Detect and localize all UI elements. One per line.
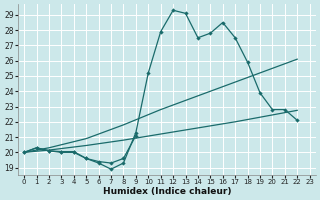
X-axis label: Humidex (Indice chaleur): Humidex (Indice chaleur) — [103, 187, 231, 196]
